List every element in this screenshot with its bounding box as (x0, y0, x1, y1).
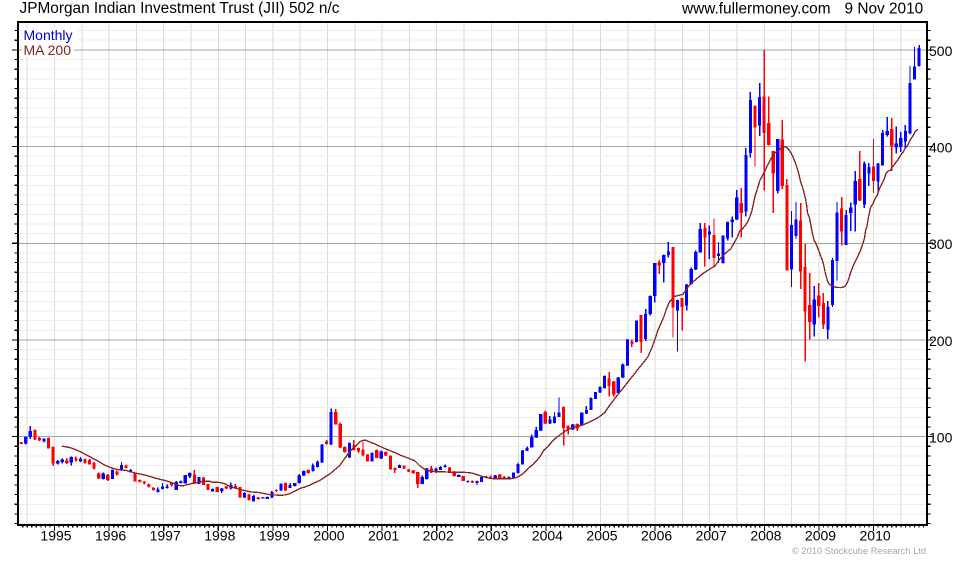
svg-text:MA 200: MA 200 (24, 42, 72, 58)
svg-text:2005: 2005 (586, 528, 617, 544)
svg-text:1996: 1996 (95, 528, 126, 544)
svg-text:2008: 2008 (750, 528, 781, 544)
svg-text:Monthly: Monthly (24, 27, 73, 43)
svg-text:2001: 2001 (368, 528, 399, 544)
svg-text:2002: 2002 (423, 528, 454, 544)
svg-text:2009: 2009 (805, 528, 836, 544)
svg-text:200: 200 (929, 333, 953, 349)
svg-text:JPMorgan Indian Investment Tru: JPMorgan Indian Investment Trust (JII) 5… (20, 0, 340, 17)
svg-text:2006: 2006 (641, 528, 672, 544)
svg-text:400: 400 (929, 140, 953, 156)
svg-text:© 2010 Stockcube Research Ltd: © 2010 Stockcube Research Ltd (792, 546, 926, 556)
svg-text:2003: 2003 (477, 528, 508, 544)
svg-text:2004: 2004 (532, 528, 563, 544)
svg-text:500: 500 (929, 43, 953, 59)
svg-text:1999: 1999 (259, 528, 290, 544)
svg-text:1995: 1995 (40, 528, 71, 544)
svg-text:100: 100 (929, 430, 953, 446)
svg-text:9 Nov 2010: 9 Nov 2010 (845, 1, 924, 18)
svg-text:2000: 2000 (313, 528, 344, 544)
svg-text:www.fullermoney.com: www.fullermoney.com (681, 1, 831, 18)
svg-text:300: 300 (929, 236, 953, 252)
svg-text:2007: 2007 (696, 528, 727, 544)
svg-text:2010: 2010 (860, 528, 891, 544)
svg-text:1998: 1998 (204, 528, 235, 544)
svg-text:1997: 1997 (150, 528, 181, 544)
